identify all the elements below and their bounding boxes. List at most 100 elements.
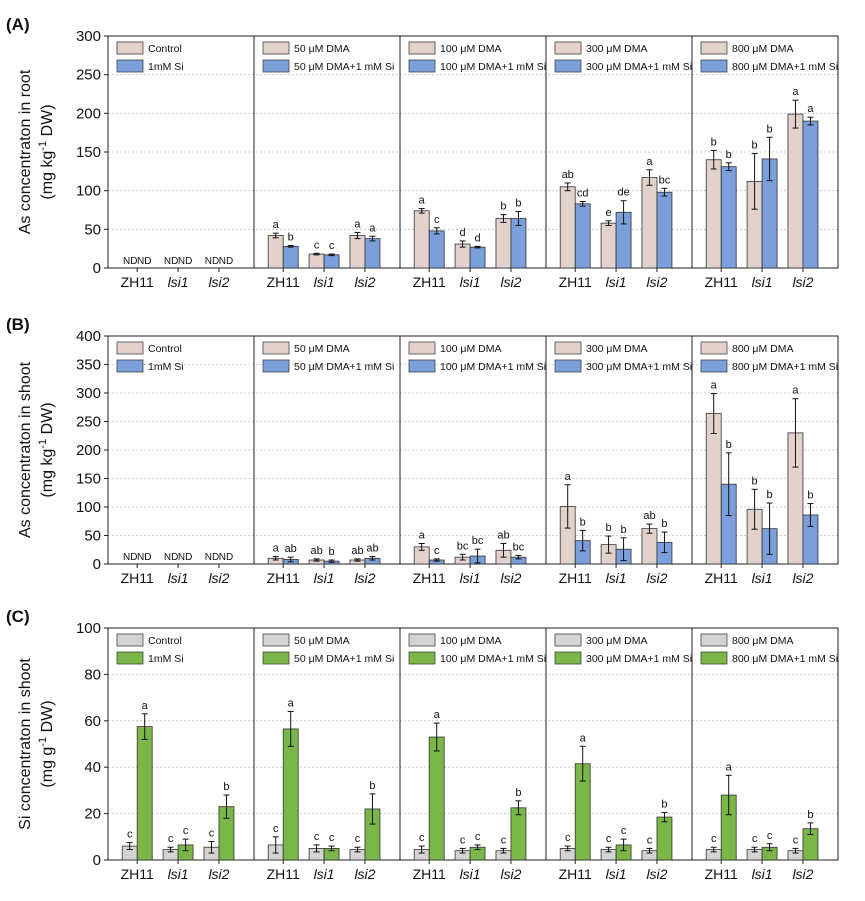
legend-swatch-si	[408, 359, 436, 373]
x-tick-label: lsi1	[168, 274, 189, 290]
y-tick-label: 0	[93, 556, 101, 573]
x-tick-label: lsi2	[354, 570, 375, 586]
x-tick-label: lsi2	[646, 866, 667, 882]
legend-swatch-si	[262, 651, 290, 665]
legend-swatch-si	[554, 651, 582, 665]
y-tick-label: 100	[76, 183, 101, 200]
significance-letter: b	[580, 516, 586, 528]
x-tick-label: ZH11	[413, 274, 446, 290]
legend-swatch-si	[116, 59, 144, 73]
bar-si	[469, 246, 486, 269]
legend-label-control: 100 μM DMA	[440, 343, 501, 355]
bar-control	[641, 528, 658, 565]
significance-letter: c	[606, 833, 612, 845]
significance-letter: b	[606, 522, 612, 534]
significance-letter: b	[500, 201, 506, 213]
significance-letter: a	[726, 761, 733, 773]
y-tick-label: 200	[76, 105, 101, 122]
x-tick-label: lsi1	[752, 866, 773, 882]
x-tick-label: ZH11	[121, 274, 154, 290]
legend-swatch-control	[700, 341, 728, 355]
x-tick-label: ZH11	[559, 274, 592, 290]
significance-letter: e	[606, 207, 612, 219]
significance-letter: bc	[472, 535, 484, 547]
nd-label: ND	[178, 552, 192, 563]
y-tick-label: 80	[84, 666, 101, 683]
y-tick-label: 0	[93, 260, 101, 277]
legend-label-si: 100 μM DMA+1 mM Si	[440, 653, 546, 665]
significance-letter: a	[369, 222, 376, 234]
significance-letter: a	[807, 103, 814, 115]
legend-label-control: 300 μM DMA	[586, 43, 647, 55]
legend-swatch-si	[700, 651, 728, 665]
y-axis-label: As concentraton in shoot	[17, 361, 34, 538]
legend-swatch-control	[700, 633, 728, 647]
significance-letter: c	[183, 825, 189, 837]
y-tick-label: 40	[84, 759, 101, 776]
x-tick-label: lsi2	[500, 274, 521, 290]
y-tick-label: 60	[84, 713, 101, 730]
significance-letter: de	[617, 187, 629, 199]
bar-si	[428, 736, 445, 861]
significance-letter: c	[767, 830, 773, 842]
significance-letter: c	[355, 833, 361, 845]
legend-swatch-control	[116, 41, 144, 55]
y-tick-label: 400	[76, 328, 101, 345]
significance-letter: c	[752, 833, 758, 845]
x-tick-label: lsi2	[792, 274, 813, 290]
significance-letter: b	[752, 140, 758, 152]
significance-letter: a	[711, 380, 718, 392]
legend-label-control: 100 μM DMA	[440, 635, 501, 647]
legend-swatch-control	[700, 41, 728, 55]
bar-control	[705, 159, 722, 269]
x-tick-label: ZH11	[559, 570, 592, 586]
nd-label: ND	[205, 256, 219, 267]
nd-label: ND	[219, 552, 233, 563]
significance-letter: b	[726, 439, 732, 451]
legend-swatch-si	[116, 651, 144, 665]
significance-letter: c	[565, 832, 571, 844]
nd-label: ND	[178, 256, 192, 267]
legend-label-control: 50 μM DMA	[294, 343, 350, 355]
bar-control	[559, 186, 576, 269]
y-tick-label: 200	[76, 442, 101, 459]
y-tick-label: 20	[84, 806, 101, 823]
significance-letter: ab	[497, 529, 509, 541]
significance-letter: a	[354, 218, 361, 230]
legend-swatch-si	[554, 59, 582, 73]
x-tick-label: ZH11	[705, 570, 738, 586]
significance-letter: b	[807, 490, 813, 502]
x-tick-label: ZH11	[705, 866, 738, 882]
significance-letter: c	[501, 834, 507, 846]
significance-letter: c	[434, 214, 440, 226]
x-tick-label: ZH11	[121, 866, 154, 882]
significance-letter: c	[434, 545, 440, 557]
significance-letter: a	[646, 156, 653, 168]
significance-letter: c	[329, 832, 335, 844]
legend-label-si: 100 μM DMA+1 mM Si	[440, 61, 546, 73]
significance-letter: a	[565, 471, 572, 483]
significance-letter: c	[273, 823, 279, 835]
y-tick-label: 100	[76, 499, 101, 516]
significance-letter: b	[767, 123, 773, 135]
x-tick-label: lsi1	[606, 866, 627, 882]
significance-letter: ab	[285, 543, 297, 555]
bar-si	[510, 807, 527, 861]
x-tick-label: lsi2	[208, 570, 229, 586]
y-axis-units: (mg kg-1 DW)	[37, 104, 56, 199]
panel-label: (C)	[6, 607, 30, 626]
legend-label-si: 50 μM DMA+1 mM Si	[294, 653, 394, 665]
bar-si	[720, 166, 737, 269]
significance-letter: b	[369, 780, 375, 792]
legend-label-control: 800 μM DMA	[732, 635, 793, 647]
x-tick-label: lsi1	[752, 274, 773, 290]
significance-letter: d	[460, 227, 466, 239]
legend-swatch-control	[116, 633, 144, 647]
significance-letter: c	[127, 829, 133, 841]
bar-control	[308, 253, 325, 269]
